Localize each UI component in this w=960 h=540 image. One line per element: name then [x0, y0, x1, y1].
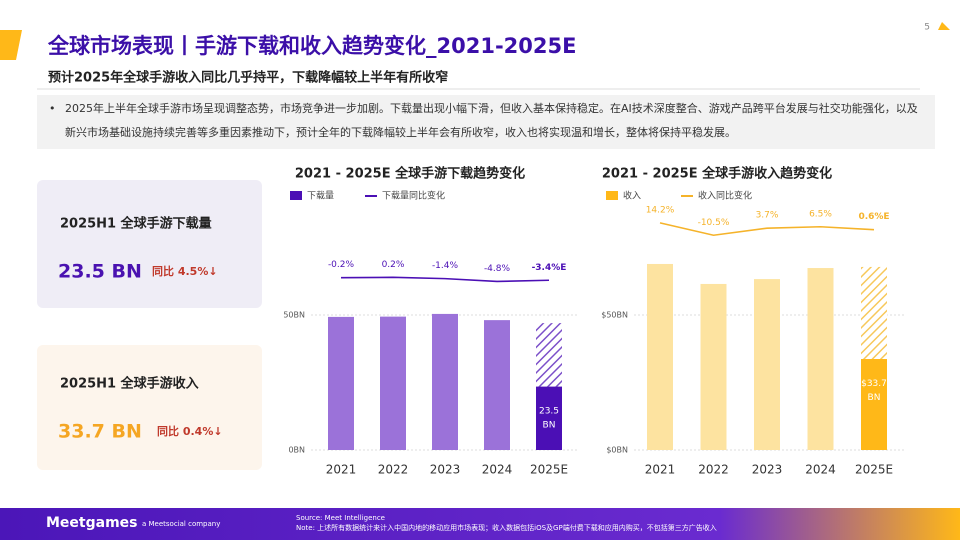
corner-decoration: [0, 30, 22, 60]
forecast-bar: [536, 323, 562, 387]
legend-swatch: [606, 191, 618, 200]
bar: [700, 283, 727, 450]
bar: [754, 279, 780, 450]
y-tick-label: 50BN: [283, 311, 305, 320]
x-tick-label: 2022: [698, 463, 729, 477]
legend-label: 下载量: [307, 190, 334, 202]
card-title: 2025H1 全球手游收入: [60, 376, 199, 392]
bar: [432, 313, 458, 450]
y-tick-label: $0BN: [606, 446, 628, 455]
note: Note: 上述所有数据统计来计入中国内地的移动应用市场表现；收入数据包括iOS…: [296, 523, 717, 532]
subtitle: 预计2025年全球手游收入同比几乎持平，下载降幅较上半年有所收窄: [48, 70, 448, 86]
line-value-label: 0.6%E: [858, 212, 889, 222]
x-tick-label: 2023: [430, 463, 461, 477]
legend-label: 下载量同比变化: [382, 190, 445, 202]
line-value-label: 6.5%: [809, 209, 832, 219]
trend-line: [659, 222, 875, 237]
line-value-label: -0.2%: [328, 260, 355, 270]
trend-line: [340, 276, 550, 283]
bar-value-label: 23.5 BN: [539, 406, 559, 430]
line-value-label: -1.4%: [432, 261, 459, 271]
bar: [328, 316, 354, 450]
card-change: 同比 0.4%↓: [157, 424, 223, 438]
x-tick-label: 2022: [378, 463, 409, 477]
line-value-label: -3.4%E: [532, 263, 567, 273]
line-value-label: 3.7%: [756, 211, 779, 221]
legend-swatch: [290, 191, 302, 200]
bar: [484, 320, 510, 450]
corner-icon: [938, 22, 950, 30]
source: Source: Meet Intelligence: [296, 514, 385, 522]
card-change: 同比 4.5%↓: [152, 264, 218, 278]
card-value: 23.5 BN: [58, 261, 142, 283]
line-value-label: 14.2%: [646, 205, 675, 215]
bar-value-label: $33.7 BN: [861, 379, 887, 403]
tagline: a Meetsocial company: [142, 520, 220, 528]
y-tick-label: $50BN: [601, 311, 628, 320]
x-tick-label: 2021: [326, 463, 357, 477]
chart-title: 2021 - 2025E 全球手游下载趋势变化: [295, 166, 525, 182]
legend-label: 收入同比变化: [698, 190, 752, 202]
line-value-label: -4.8%: [484, 264, 511, 274]
x-tick-label: 2021: [645, 463, 676, 477]
chart-title: 2021 - 2025E 全球手游收入趋势变化: [602, 166, 832, 182]
bar: [380, 316, 406, 450]
x-tick-label: 2023: [752, 463, 783, 477]
x-tick-label: 2024: [482, 463, 513, 477]
card: [37, 180, 262, 308]
bar: [807, 268, 834, 450]
bar: [861, 359, 887, 450]
title: 全球市场表现丨手游下载和收入趋势变化_2021-2025E: [47, 34, 576, 58]
logo: Meetgames: [46, 515, 138, 531]
bar: [536, 386, 562, 450]
x-tick-label: 2025E: [530, 463, 568, 477]
y-tick-label: 0BN: [288, 446, 305, 455]
bar: [647, 263, 673, 450]
card: [37, 345, 262, 470]
summary: 2025年上半年全球手游市场呈现调整态势，市场竞争进一步加剧。下载量出现小幅下滑…: [37, 95, 935, 149]
card-title: 2025H1 全球手游下载量: [60, 216, 212, 232]
line-value-label: 0.2%: [382, 260, 405, 270]
card-value: 33.7 BN: [58, 421, 142, 443]
footer-band: [0, 508, 960, 540]
forecast-bar: [861, 266, 887, 360]
x-tick-label: 2025E: [855, 463, 893, 477]
x-tick-label: 2024: [805, 463, 836, 477]
line-value-label: -10.5%: [698, 218, 730, 228]
page-number: 5: [924, 23, 930, 33]
legend-label: 收入: [623, 190, 641, 202]
